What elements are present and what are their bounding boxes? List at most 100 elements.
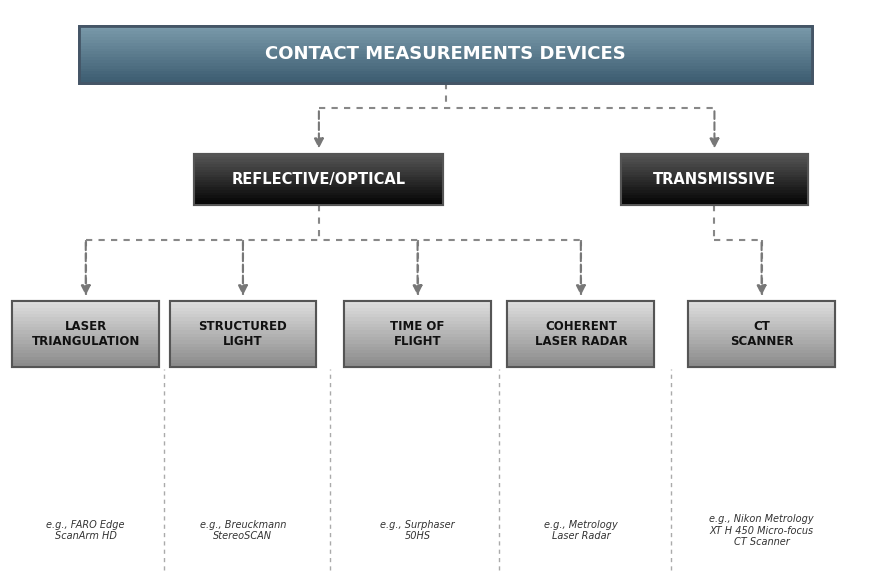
FancyBboxPatch shape: [688, 324, 835, 327]
FancyBboxPatch shape: [78, 31, 813, 34]
FancyBboxPatch shape: [78, 80, 813, 83]
FancyBboxPatch shape: [344, 304, 491, 307]
FancyBboxPatch shape: [12, 353, 159, 357]
FancyBboxPatch shape: [688, 353, 835, 357]
FancyBboxPatch shape: [78, 72, 813, 74]
FancyBboxPatch shape: [620, 180, 808, 182]
FancyBboxPatch shape: [169, 324, 316, 327]
Text: REFLECTIVE/OPTICAL: REFLECTIVE/OPTICAL: [232, 172, 406, 187]
FancyBboxPatch shape: [12, 327, 159, 331]
Text: e.g., Surphaser
50HS: e.g., Surphaser 50HS: [380, 520, 455, 541]
FancyBboxPatch shape: [169, 340, 316, 343]
FancyBboxPatch shape: [620, 154, 808, 157]
FancyBboxPatch shape: [194, 185, 444, 187]
FancyBboxPatch shape: [620, 175, 808, 177]
FancyBboxPatch shape: [620, 185, 808, 187]
FancyBboxPatch shape: [344, 363, 491, 367]
FancyBboxPatch shape: [12, 307, 159, 311]
FancyBboxPatch shape: [169, 353, 316, 357]
FancyBboxPatch shape: [169, 347, 316, 350]
FancyBboxPatch shape: [169, 363, 316, 367]
FancyBboxPatch shape: [688, 350, 835, 353]
FancyBboxPatch shape: [169, 343, 316, 347]
FancyBboxPatch shape: [12, 304, 159, 307]
FancyBboxPatch shape: [194, 157, 444, 159]
FancyBboxPatch shape: [620, 172, 808, 175]
FancyBboxPatch shape: [688, 321, 835, 324]
FancyBboxPatch shape: [194, 182, 444, 185]
FancyBboxPatch shape: [78, 51, 813, 54]
FancyBboxPatch shape: [688, 311, 835, 314]
FancyBboxPatch shape: [12, 360, 159, 363]
FancyBboxPatch shape: [12, 331, 159, 334]
FancyBboxPatch shape: [169, 307, 316, 311]
FancyBboxPatch shape: [194, 193, 444, 195]
FancyBboxPatch shape: [194, 162, 444, 164]
FancyBboxPatch shape: [169, 314, 316, 317]
FancyBboxPatch shape: [688, 327, 835, 331]
FancyBboxPatch shape: [194, 159, 444, 162]
FancyBboxPatch shape: [688, 360, 835, 363]
Text: COHERENT
LASER RADAR: COHERENT LASER RADAR: [535, 320, 627, 348]
FancyBboxPatch shape: [169, 311, 316, 314]
FancyBboxPatch shape: [620, 157, 808, 159]
FancyBboxPatch shape: [688, 363, 835, 367]
FancyBboxPatch shape: [78, 66, 813, 69]
FancyBboxPatch shape: [78, 49, 813, 51]
Text: e.g., Metrology
Laser Radar: e.g., Metrology Laser Radar: [544, 520, 617, 541]
FancyBboxPatch shape: [12, 324, 159, 327]
FancyBboxPatch shape: [344, 317, 491, 321]
FancyBboxPatch shape: [12, 357, 159, 360]
FancyBboxPatch shape: [194, 172, 444, 175]
FancyBboxPatch shape: [78, 40, 813, 43]
Text: e.g., Breuckmann
StereoSCAN: e.g., Breuckmann StereoSCAN: [200, 520, 286, 541]
Text: e.g., FARO Edge
ScanArm HD: e.g., FARO Edge ScanArm HD: [46, 520, 125, 541]
FancyBboxPatch shape: [620, 198, 808, 200]
FancyBboxPatch shape: [508, 311, 654, 314]
FancyBboxPatch shape: [194, 200, 444, 203]
FancyBboxPatch shape: [620, 162, 808, 164]
FancyBboxPatch shape: [688, 304, 835, 307]
FancyBboxPatch shape: [194, 175, 444, 177]
FancyBboxPatch shape: [620, 203, 808, 205]
FancyBboxPatch shape: [508, 307, 654, 311]
FancyBboxPatch shape: [78, 43, 813, 46]
FancyBboxPatch shape: [508, 317, 654, 321]
FancyBboxPatch shape: [344, 324, 491, 327]
FancyBboxPatch shape: [344, 327, 491, 331]
FancyBboxPatch shape: [12, 334, 159, 337]
FancyBboxPatch shape: [344, 360, 491, 363]
Text: TIME OF
FLIGHT: TIME OF FLIGHT: [390, 320, 445, 348]
FancyBboxPatch shape: [194, 164, 444, 167]
FancyBboxPatch shape: [12, 317, 159, 321]
FancyBboxPatch shape: [169, 301, 316, 367]
FancyBboxPatch shape: [508, 324, 654, 327]
FancyBboxPatch shape: [688, 337, 835, 340]
FancyBboxPatch shape: [78, 29, 813, 31]
FancyBboxPatch shape: [344, 334, 491, 337]
Text: STRUCTURED
LIGHT: STRUCTURED LIGHT: [199, 320, 287, 348]
FancyBboxPatch shape: [620, 190, 808, 193]
FancyBboxPatch shape: [508, 347, 654, 350]
FancyBboxPatch shape: [344, 337, 491, 340]
FancyBboxPatch shape: [508, 337, 654, 340]
FancyBboxPatch shape: [620, 164, 808, 167]
FancyBboxPatch shape: [194, 177, 444, 180]
FancyBboxPatch shape: [508, 301, 654, 367]
FancyBboxPatch shape: [688, 307, 835, 311]
FancyBboxPatch shape: [78, 37, 813, 40]
FancyBboxPatch shape: [344, 331, 491, 334]
FancyBboxPatch shape: [344, 321, 491, 324]
FancyBboxPatch shape: [688, 331, 835, 334]
FancyBboxPatch shape: [78, 34, 813, 37]
FancyBboxPatch shape: [688, 357, 835, 360]
FancyBboxPatch shape: [169, 304, 316, 307]
FancyBboxPatch shape: [194, 154, 444, 157]
FancyBboxPatch shape: [12, 337, 159, 340]
FancyBboxPatch shape: [344, 307, 491, 311]
FancyBboxPatch shape: [344, 347, 491, 350]
FancyBboxPatch shape: [78, 60, 813, 63]
FancyBboxPatch shape: [169, 327, 316, 331]
FancyBboxPatch shape: [508, 363, 654, 367]
FancyBboxPatch shape: [508, 321, 654, 324]
